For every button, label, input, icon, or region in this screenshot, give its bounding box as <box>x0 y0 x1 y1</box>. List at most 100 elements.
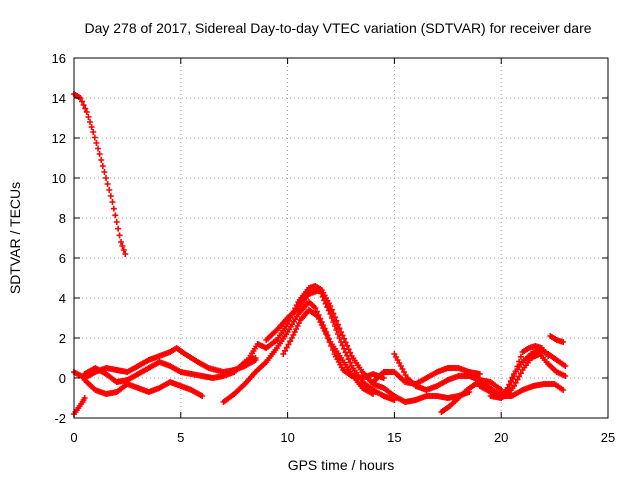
data-point <box>545 353 552 359</box>
data-point <box>83 109 90 115</box>
data-point <box>333 327 340 333</box>
data-point <box>341 345 348 352</box>
series-arc-8 <box>263 287 398 403</box>
data-point <box>344 352 351 359</box>
data-point <box>562 363 569 369</box>
y-axis-label: SDTVAR / TECUs <box>7 182 23 294</box>
data-point <box>327 303 334 309</box>
series-arc-1 <box>71 91 129 257</box>
data-point <box>319 293 326 300</box>
data-point <box>517 353 524 360</box>
data-point <box>98 157 105 163</box>
data-point <box>285 341 292 348</box>
y-tick-label: -2 <box>54 411 66 426</box>
data-point <box>103 175 110 181</box>
data-point <box>329 347 336 353</box>
data-point <box>476 371 483 377</box>
data-point <box>117 239 124 245</box>
data-point <box>112 212 119 219</box>
data-point <box>336 325 343 332</box>
x-tick-label: 10 <box>280 430 294 445</box>
data-point <box>326 339 333 345</box>
data-point <box>512 368 519 375</box>
data-point <box>331 314 338 321</box>
data-point <box>341 335 348 342</box>
series-arc-10 <box>370 365 483 387</box>
plot-frame <box>73 57 609 419</box>
data-point <box>322 300 329 307</box>
y-tick-label: 6 <box>59 251 66 266</box>
data-point <box>323 331 330 337</box>
y-tick-label: 4 <box>59 291 66 306</box>
data-point <box>106 187 113 193</box>
y-tick-label: 16 <box>52 51 66 66</box>
data-point <box>338 329 344 335</box>
data-point <box>511 373 518 379</box>
data-point <box>336 335 343 341</box>
series-arc-4 <box>81 355 259 385</box>
data-point <box>328 315 335 321</box>
data-point <box>327 311 334 317</box>
data-point <box>101 169 108 175</box>
data-point <box>104 181 111 187</box>
data-point <box>81 395 88 401</box>
data-point <box>93 140 100 146</box>
data-point <box>199 393 206 399</box>
data-points <box>71 91 569 417</box>
y-tick-label: 8 <box>59 211 66 226</box>
y-tick-label: 2 <box>59 331 66 346</box>
data-point <box>252 355 259 361</box>
data-point <box>334 321 341 328</box>
data-point <box>560 339 567 345</box>
data-point <box>324 304 331 311</box>
data-point <box>107 193 114 199</box>
data-point <box>338 339 344 345</box>
data-point <box>339 332 346 339</box>
y-tick-label: 10 <box>52 171 66 186</box>
data-point <box>87 119 94 125</box>
data-point <box>342 349 349 356</box>
data-point <box>516 358 523 365</box>
data-point <box>330 319 337 325</box>
data-point <box>82 105 89 112</box>
data-point <box>88 124 95 130</box>
data-point <box>517 370 524 377</box>
data-point <box>99 163 106 169</box>
data-point <box>85 114 92 120</box>
y-tick-label: 0 <box>59 371 66 386</box>
data-point <box>331 323 338 329</box>
data-point <box>96 151 103 157</box>
data-point <box>562 373 569 379</box>
data-point <box>284 321 291 327</box>
data-point <box>328 343 335 349</box>
data-point <box>113 219 120 225</box>
axis-ticks: 0 5 10 15 20 25 -2 0 2 4 6 8 10 12 14 16 <box>52 51 616 445</box>
data-point <box>109 199 116 205</box>
data-point <box>324 335 331 341</box>
data-point <box>516 373 523 380</box>
data-point <box>287 338 294 345</box>
y-tick-label: 12 <box>52 131 66 146</box>
data-point <box>347 359 354 366</box>
series-arc-17 <box>547 333 567 345</box>
data-point <box>511 383 518 389</box>
data-point <box>334 331 341 337</box>
data-point <box>91 134 98 141</box>
data-point <box>514 363 521 370</box>
data-point <box>339 342 346 349</box>
data-point <box>328 306 335 313</box>
data-point <box>80 102 87 108</box>
x-tick-label: 15 <box>387 430 401 445</box>
data-point <box>380 375 387 381</box>
data-point <box>316 287 323 293</box>
data-point <box>90 129 97 135</box>
data-point <box>119 243 126 249</box>
x-tick-label: 0 <box>70 430 77 445</box>
data-point <box>283 344 290 351</box>
data-point <box>318 290 325 297</box>
data-point <box>115 225 122 232</box>
data-point <box>325 307 332 314</box>
data-point <box>282 347 289 354</box>
data-point <box>79 98 86 105</box>
